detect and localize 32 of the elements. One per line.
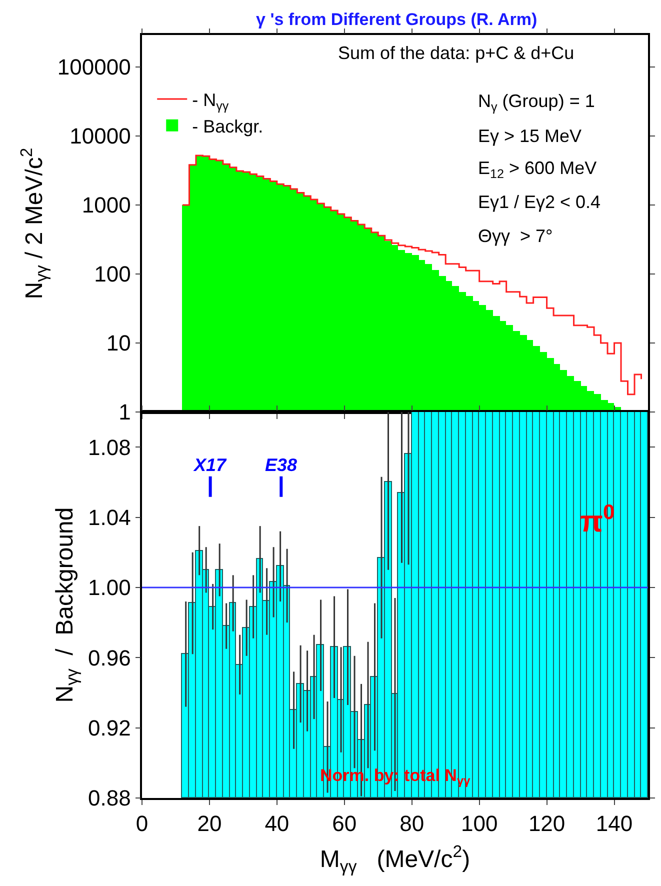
y-tick-label: 0.96: [88, 645, 131, 670]
chart-title: γ 's from Different Groups (R. Arm): [256, 10, 538, 30]
x-tick-label: 120: [528, 811, 566, 836]
y-tick-label: 1.00: [88, 575, 131, 600]
y-tick-label: 10: [106, 330, 131, 356]
y-tick-label: 0.88: [88, 786, 131, 811]
annotation: N$_{γ}$ (Group) = 1: [478, 91, 595, 114]
x-tick-label: 140: [596, 811, 633, 836]
x-axis-title: M$_{γγ}$ (MeV/c$^{2}$): [320, 842, 470, 876]
annotation: Eγ1 / Eγ2 < 0.4: [478, 192, 601, 212]
annotation: Θγγ > 7°: [478, 226, 553, 246]
x-tick-label: 0: [136, 811, 148, 836]
y-tick-label: 1000: [82, 192, 131, 218]
legend-label: - Backgr.: [192, 116, 264, 136]
x-tick-label: 60: [332, 811, 357, 836]
legend-label: - N$_{γγ}$: [192, 90, 230, 113]
x-tick-label: 40: [264, 811, 290, 836]
annotation: E38: [265, 455, 298, 475]
x-tick-label: 20: [197, 811, 222, 836]
y-tick-label: 100: [94, 262, 131, 287]
y-tick-label: 1.04: [88, 504, 131, 530]
annotation: Eγ > 15 MeV: [478, 126, 582, 146]
y-tick-label: 10000: [70, 124, 131, 149]
annotation: Sum of the data: p+C & d+Cu: [338, 43, 574, 63]
y-tick-label: 1.08: [88, 434, 131, 460]
y-tick-label: 1: [118, 400, 131, 425]
y-tick-label: 100000: [57, 54, 131, 80]
x-tick-label: 80: [400, 811, 424, 836]
x-tick-label: 100: [460, 811, 498, 836]
annotation: X17: [193, 455, 228, 475]
y-tick-label: 0.92: [88, 716, 131, 741]
annotation: E$_{12}$ > 600 MeV: [478, 158, 597, 181]
